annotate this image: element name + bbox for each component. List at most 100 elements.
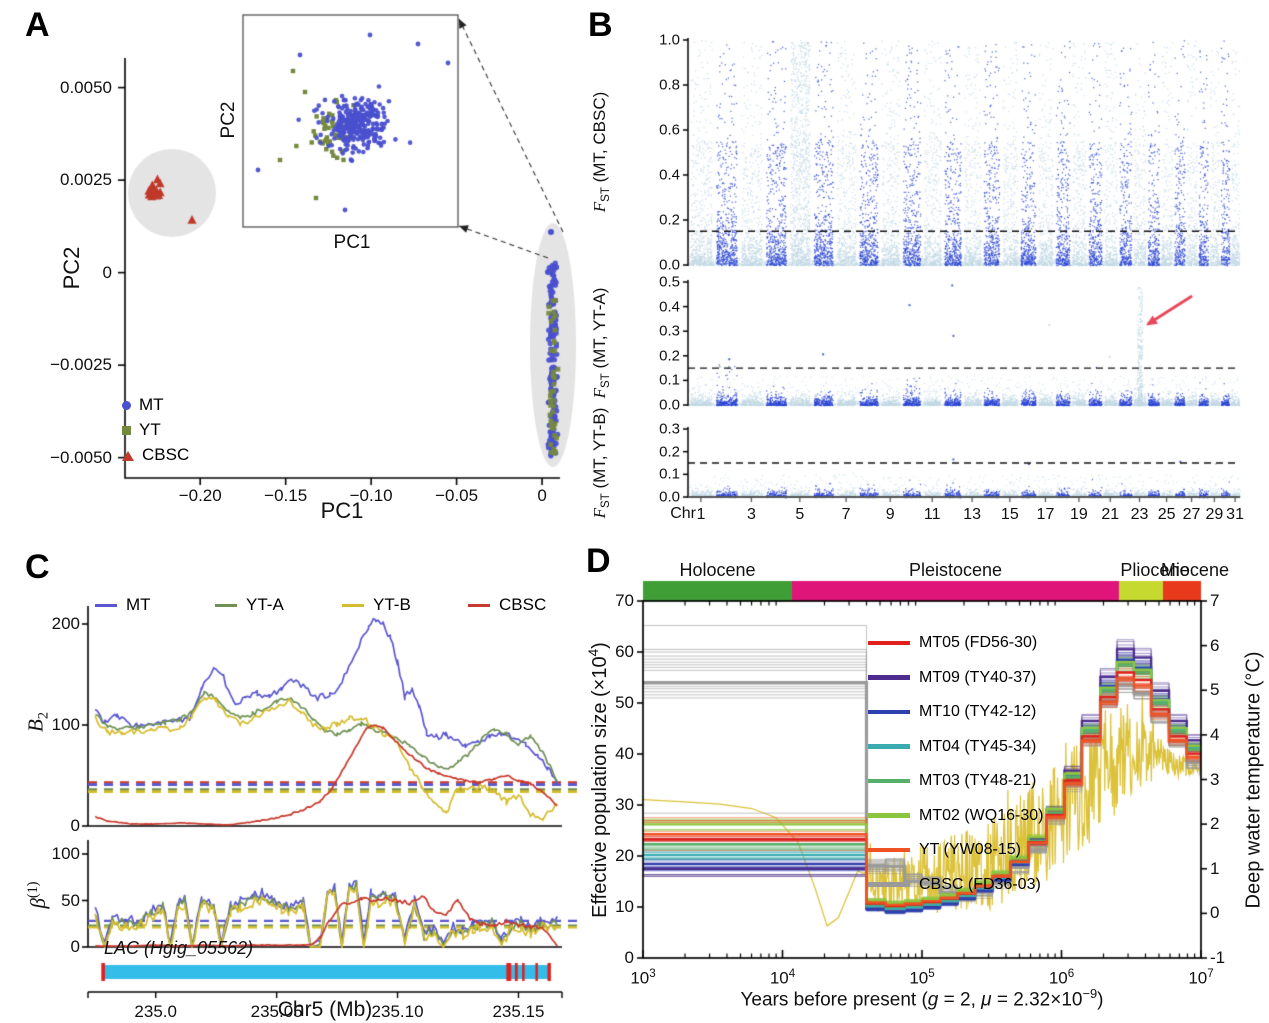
legend-item: MT05 (FD56-30) (868, 634, 1037, 652)
tick-label: 0.0 (659, 488, 680, 506)
legend-item-yt: YT (122, 420, 161, 440)
panel-c-b2-ylabel: B2 (23, 712, 52, 732)
tick-label: −0.05 (435, 486, 479, 505)
panel-a-inset-xlabel: PC1 (333, 232, 371, 253)
legend-item: MT02 (WQ16-30) (868, 807, 1043, 825)
tick-label: 5 (1210, 680, 1220, 700)
panel-d-letter: D (586, 542, 611, 580)
tick-label: 20 (615, 846, 634, 865)
legend-label: YT (139, 420, 161, 439)
tick-label: 200 (51, 614, 80, 633)
tick-label: 0.2 (659, 347, 680, 365)
tick-label: 1.0 (659, 31, 680, 49)
legend-line-icon (868, 847, 910, 853)
tick-label: 6 (1210, 635, 1220, 655)
tick-label: 0 (70, 816, 80, 835)
tick-label: −0.0050 (50, 447, 112, 467)
tick-label: 235.05 (250, 1002, 303, 1021)
tick-label: 10 (615, 897, 634, 916)
yta-line-icon (215, 604, 237, 608)
tick-label: 23 (1130, 506, 1149, 523)
tick-label: 0.5 (659, 273, 680, 291)
panel-c-canvas (0, 540, 580, 1023)
tick-label: −0.0025 (50, 355, 112, 375)
tick-label: 31 (1226, 506, 1244, 523)
tick-label: 0 (102, 262, 112, 282)
ytb-line-icon (342, 604, 364, 608)
legend-item: YT (YW08-15) (868, 841, 1021, 859)
tick-label: 0.8 (659, 76, 680, 94)
panel-a-letter: A (25, 6, 50, 44)
panel-b-ylabel-3: FST (MT, YT-B) (589, 407, 613, 519)
panel-d-canvas (580, 540, 1269, 1023)
legend-label: MT03 (TY48-21) (919, 772, 1037, 789)
tick-label: 21 (1101, 506, 1120, 523)
legend-label: MT02 (WQ16-30) (919, 806, 1044, 824)
tick-label: 0.0 (659, 256, 680, 274)
x-tick-label: 106 (1048, 968, 1075, 988)
tick-label: 50 (615, 693, 634, 712)
tick-label: 0 (1210, 903, 1220, 923)
x-tick-label: 103 (630, 968, 656, 988)
tick-label: 0 (624, 948, 634, 967)
tick-label: 0.4 (659, 166, 680, 184)
legend-label: MT09 (TY40-37) (919, 668, 1037, 686)
tick-label: 40 (615, 744, 634, 763)
legend-item: MT10 (TY42-12) (868, 703, 1036, 721)
tick-label: −0.20 (178, 486, 222, 505)
legend-line-icon (868, 744, 910, 749)
tick-label: 29 (1205, 506, 1224, 523)
tick-label: 0.0 (659, 396, 680, 414)
tick-label: 100 (51, 715, 80, 734)
tick-label: 27 (1182, 506, 1201, 523)
tick-label: 0.3 (659, 420, 680, 438)
tick-label: 0.1 (659, 465, 680, 483)
legend-label: YT-B (373, 595, 411, 614)
legend-item-mt: MT (95, 595, 151, 615)
tick-label: 1 (1210, 858, 1220, 878)
gene-label: LAC (Hgig_05562) (104, 938, 254, 958)
mt-marker-icon (122, 401, 131, 411)
tick-label: 0.1 (659, 371, 680, 389)
tick-label: 17 (1036, 506, 1055, 523)
tick-label: 11 (923, 506, 941, 523)
tick-label: 50 (61, 890, 80, 910)
panel-b-letter: B (588, 6, 613, 44)
x-tick-label: 107 (1188, 968, 1214, 988)
panel-d-ylabel-left: Effective population size (×104) (586, 642, 611, 918)
legend-label: MT10 (TY42-12) (919, 703, 1037, 720)
cbsc-line-icon (468, 604, 490, 608)
panel-a-canvas (0, 0, 580, 540)
x-tick-label: 105 (909, 968, 935, 988)
tick-label: −0.10 (349, 486, 393, 505)
cbsc-marker-icon (122, 450, 134, 461)
legend-item-yta: YT-A (215, 595, 284, 615)
panel-b-canvas (580, 0, 1269, 540)
legend-line-icon (868, 709, 910, 715)
tick-label: 19 (1070, 506, 1088, 523)
legend-line-icon (868, 778, 910, 784)
yt-marker-icon (122, 426, 131, 436)
legend-label: MT (139, 395, 164, 414)
tick-label: 7 (1210, 591, 1220, 610)
tick-label: 3 (1210, 769, 1220, 789)
tick-label: 0.2 (659, 211, 680, 229)
legend-item-cbsc: CBSC (468, 595, 546, 615)
legend-line-icon (868, 675, 910, 680)
panel-a-ylabel: PC2 (59, 246, 84, 290)
tick-label: 2 (1210, 814, 1220, 834)
tick-label: Pleistocene (908, 560, 1002, 580)
tick-label: -1 (1210, 948, 1226, 967)
tick-label: 4 (1210, 724, 1220, 744)
legend-label: YT-A (246, 595, 284, 614)
tick-label: 7 (841, 506, 851, 523)
legend-item: CBSC (FD36-03) (868, 876, 1041, 894)
legend-line-icon (868, 882, 910, 887)
tick-label: Miocene (1160, 560, 1229, 580)
tick-label: 0.6 (659, 121, 680, 139)
legend-label: CBSC (142, 445, 190, 464)
tick-label: Pliocene (1120, 560, 1190, 580)
tick-label: 235.10 (371, 1002, 424, 1021)
tick-label: 235.15 (492, 1002, 545, 1021)
